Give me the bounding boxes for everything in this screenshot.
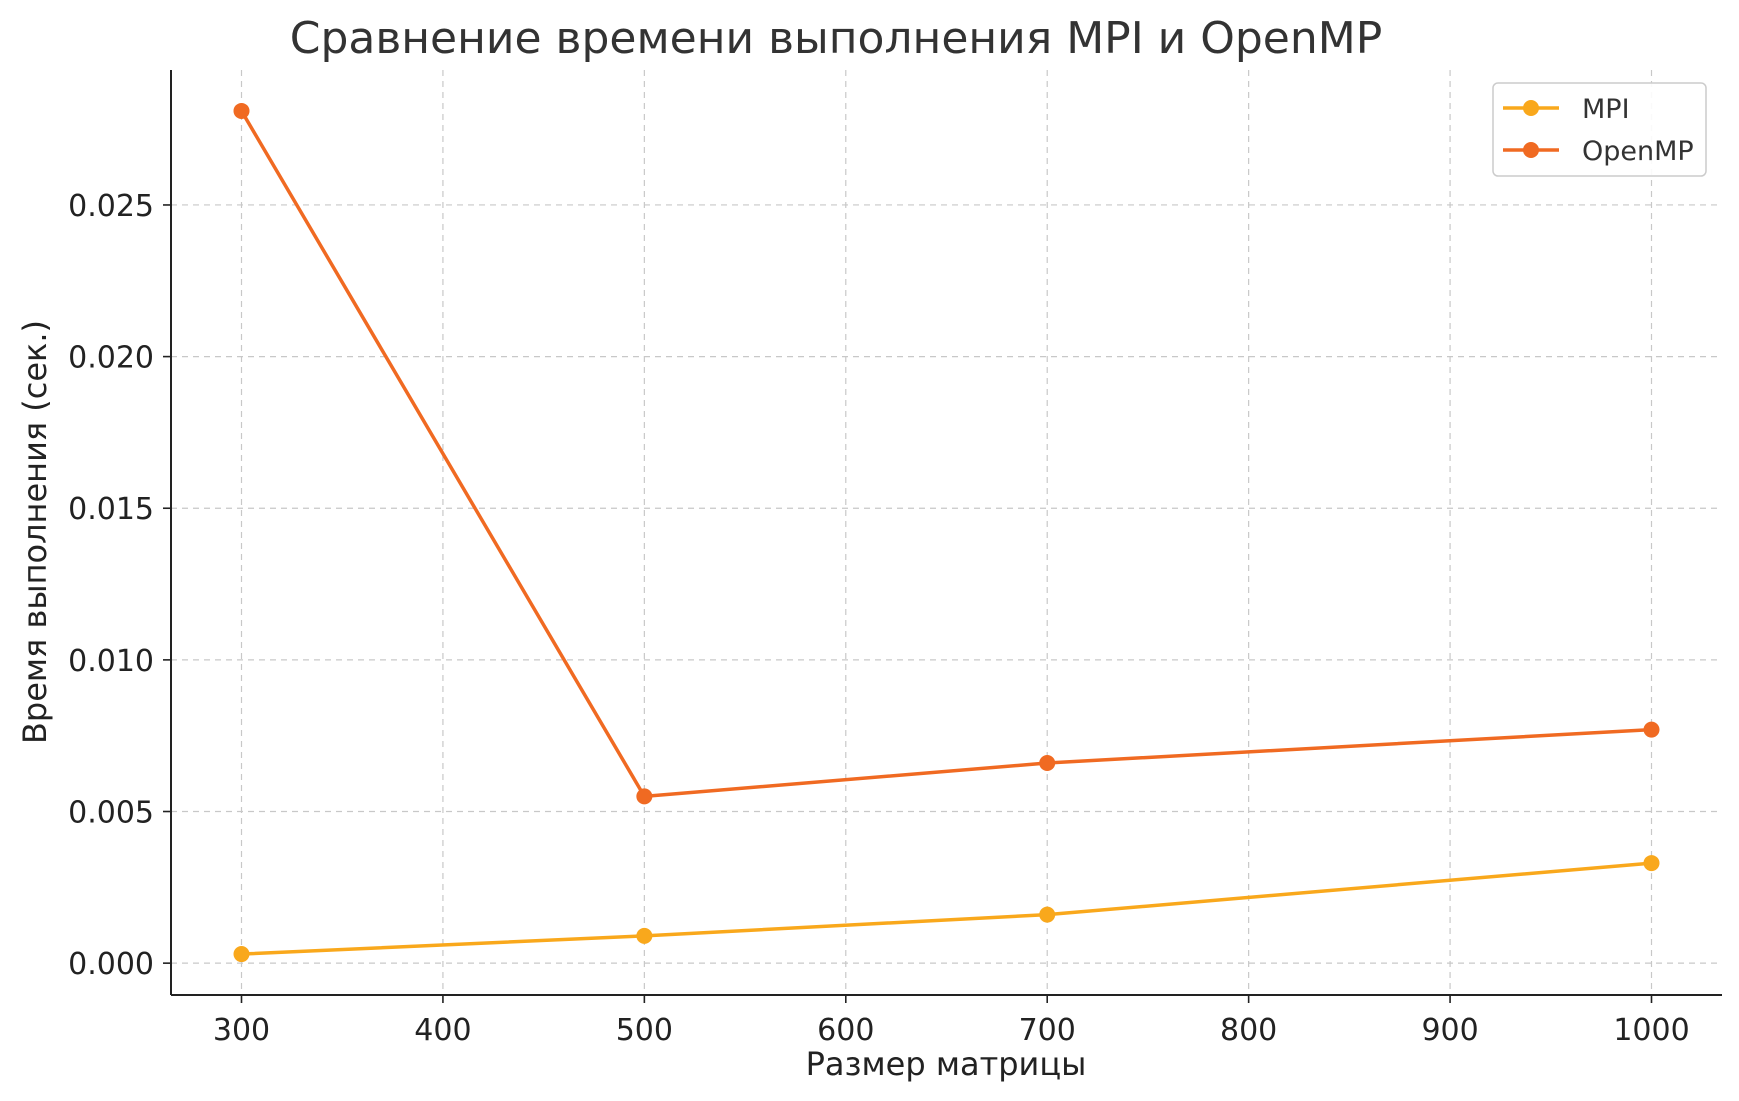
- legend-item-openmp: OpenMP: [1503, 136, 1694, 167]
- legend-label-mpi: MPI: [1582, 94, 1630, 125]
- y-axis-label: Время выполнения (сек.): [16, 320, 54, 744]
- data-point-openmp: [233, 102, 250, 119]
- x-tick-label: 800: [1220, 1013, 1277, 1048]
- legend-item-mpi: MPI: [1503, 94, 1630, 125]
- x-tick-label: 300: [213, 1013, 270, 1048]
- legend-label-openmp: OpenMP: [1582, 136, 1694, 167]
- data-point-mpi: [636, 927, 653, 944]
- y-tick-label: 0.020: [68, 341, 154, 376]
- chart-title: Сравнение времени выполнения MPI и OpenM…: [290, 13, 1383, 64]
- x-tick-label: 400: [414, 1013, 471, 1048]
- y-tick-label: 0.010: [68, 644, 154, 679]
- legend: MPI OpenMP: [1492, 82, 1707, 177]
- data-point-openmp: [1039, 754, 1056, 771]
- data-point-mpi: [233, 946, 250, 963]
- series: [233, 102, 1660, 963]
- data-point-openmp: [1643, 721, 1660, 738]
- grid: [171, 70, 1722, 995]
- y-tick-label: 0.005: [68, 796, 154, 831]
- x-axis-label: Размер матрицы: [806, 1045, 1087, 1083]
- data-point-mpi: [1039, 906, 1056, 923]
- x-tick-label: 600: [817, 1013, 874, 1048]
- y-tick-label: 0.015: [68, 492, 154, 527]
- ticks: 300 400 500 600 700 800 900 1000 0.000 0.005 0.010…: [68, 189, 1690, 1048]
- legend-marker-mpi: [1523, 100, 1539, 116]
- series-line-openmp: [239, 109, 1654, 799]
- series-line-mpi: [239, 861, 1654, 956]
- legend-marker-openmp: [1523, 142, 1539, 158]
- axes: [170, 70, 1722, 996]
- series-openmp: [233, 102, 1660, 805]
- x-tick-label: 1000: [1613, 1013, 1689, 1048]
- series-mpi: [233, 855, 1660, 963]
- y-tick-label: 0.025: [68, 189, 154, 224]
- y-tick-label: 0.000: [68, 947, 154, 982]
- x-tick-label: 700: [1019, 1013, 1076, 1048]
- data-point-mpi: [1643, 855, 1660, 872]
- x-tick-label: 900: [1421, 1013, 1478, 1048]
- data-point-openmp: [636, 788, 653, 805]
- x-tick-label: 500: [616, 1013, 673, 1048]
